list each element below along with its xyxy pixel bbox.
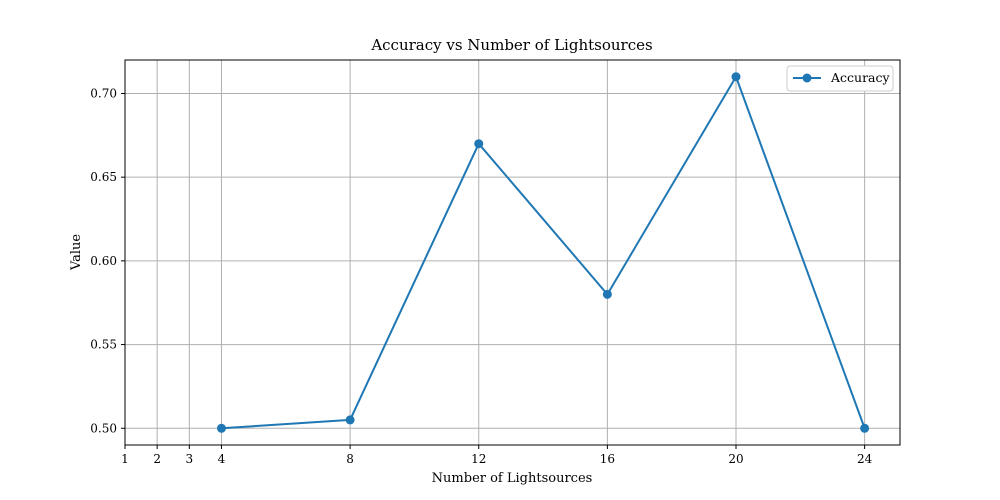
x-tick-label: 24 xyxy=(857,452,873,466)
data-point xyxy=(474,139,484,149)
x-tick-label: 12 xyxy=(471,452,486,466)
y-tick-label: 0.55 xyxy=(90,338,117,352)
y-tick-label: 0.50 xyxy=(90,421,117,435)
plot-frame xyxy=(124,59,901,446)
x-tick-label: 8 xyxy=(346,452,354,466)
ticks: 1 2 3 4 8 12 16 20 240.500.550.600.650.70 xyxy=(90,86,872,466)
legend-box xyxy=(786,65,894,92)
y-axis-label: Value xyxy=(69,234,84,271)
legend-marker-swatch xyxy=(802,73,812,83)
grid xyxy=(124,60,900,445)
data-point xyxy=(216,423,226,433)
y-tick-label: 0.60 xyxy=(90,254,117,268)
x-tick-label: 1 xyxy=(121,452,129,466)
data-point xyxy=(602,289,612,299)
x-tick-label: 16 xyxy=(600,452,615,466)
x-tick-label: 2 xyxy=(153,452,161,466)
x-tick-label: 20 xyxy=(728,452,743,466)
x-axis-label: Number of Lightsources xyxy=(432,471,593,486)
y-tick-label: 0.65 xyxy=(90,170,117,184)
y-tick-label: 0.70 xyxy=(90,86,117,100)
data-point xyxy=(345,415,355,425)
chart-title: Accuracy vs Number of Lightsources xyxy=(370,36,652,54)
series-line-accuracy xyxy=(221,75,866,430)
legend-label: Accuracy xyxy=(830,70,891,85)
legend: Accuracy xyxy=(786,65,894,92)
x-tick-label: 3 xyxy=(185,452,193,466)
data-point xyxy=(731,72,741,82)
series-layer xyxy=(216,72,870,433)
x-tick-label: 4 xyxy=(218,452,226,466)
data-point xyxy=(860,423,870,433)
